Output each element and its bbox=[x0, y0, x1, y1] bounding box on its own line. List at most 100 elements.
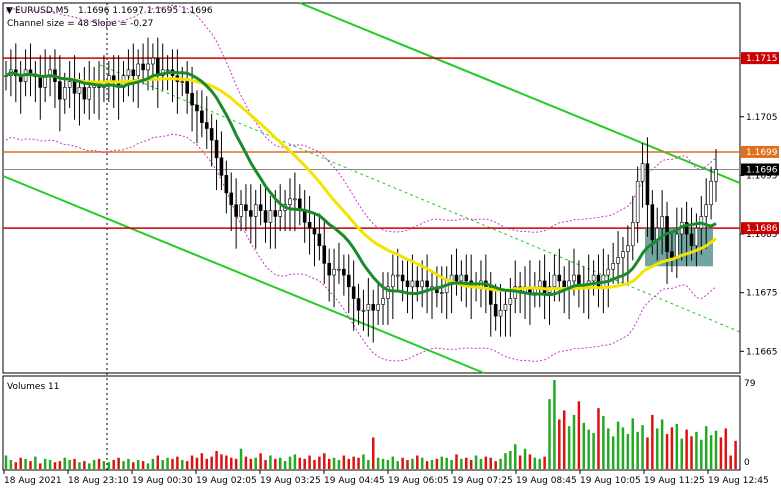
level-label: 1.1696 bbox=[746, 166, 778, 176]
candle-body bbox=[410, 280, 415, 288]
candle-body bbox=[611, 263, 615, 270]
candle-body bbox=[395, 274, 400, 277]
time-tick-label: 18 Aug 2021 bbox=[4, 476, 62, 486]
time-axis: 18 Aug 2021 18 Aug 23:10 19 Aug 00:30 19 Au… bbox=[3, 470, 769, 486]
candle-body bbox=[131, 69, 136, 77]
candle-body bbox=[361, 309, 366, 312]
candle-body bbox=[572, 274, 576, 282]
candle-body bbox=[155, 57, 160, 77]
volume-tick-label: 79 bbox=[744, 379, 756, 389]
candle-body bbox=[268, 210, 273, 223]
candle-body bbox=[684, 222, 689, 235]
candle-body bbox=[87, 87, 92, 100]
candle-body bbox=[454, 274, 459, 282]
candle-body bbox=[195, 104, 199, 112]
volume-bars bbox=[4, 380, 737, 469]
volumes-label: Volumes 11 bbox=[7, 382, 59, 392]
symbol-label: EURUSD,M5 bbox=[15, 6, 69, 16]
candle-body bbox=[214, 139, 219, 159]
price-tick-label: 1.1665 bbox=[746, 347, 778, 357]
envelope-upper-line bbox=[5, 4, 717, 233]
price-tick-label: 1.1685 bbox=[746, 230, 778, 240]
candle-body bbox=[670, 251, 674, 258]
candle-body bbox=[645, 163, 650, 206]
candle-body bbox=[493, 304, 498, 317]
candle-body bbox=[689, 233, 694, 247]
candle-body bbox=[229, 192, 234, 206]
time-tick-label: 19 Aug 07:25 bbox=[452, 476, 513, 486]
time-tick-label: 19 Aug 02:05 bbox=[196, 476, 257, 486]
candle-body bbox=[62, 87, 67, 100]
candle-body bbox=[675, 233, 679, 258]
candle-body bbox=[635, 180, 640, 223]
candle-body bbox=[660, 216, 664, 229]
candle-body bbox=[288, 198, 292, 206]
moving-average-fast bbox=[5, 70, 717, 297]
candle-body bbox=[337, 268, 341, 271]
candle-body bbox=[640, 163, 645, 182]
level-label: 1.1686 bbox=[746, 224, 778, 234]
level-label-box bbox=[741, 52, 779, 65]
candle-body bbox=[234, 204, 238, 217]
volume-tick-label: 0 bbox=[744, 458, 750, 468]
time-tick-label: 19 Aug 08:45 bbox=[516, 476, 577, 486]
level-label-box bbox=[741, 163, 779, 176]
candle-body bbox=[302, 210, 307, 223]
price-tick-label: 1.1695 bbox=[746, 171, 778, 181]
candle-body bbox=[200, 110, 204, 123]
time-tick-label: 19 Aug 00:30 bbox=[132, 476, 193, 486]
level-label: 1.1715 bbox=[746, 54, 778, 64]
time-tick-label: 19 Aug 03:25 bbox=[260, 476, 321, 486]
candle-body bbox=[82, 87, 87, 100]
candle-body bbox=[562, 280, 567, 288]
candle-body bbox=[219, 157, 224, 176]
candle-body bbox=[420, 280, 425, 288]
candle-body bbox=[278, 210, 283, 217]
candle-body bbox=[650, 204, 655, 241]
level-label-box bbox=[741, 145, 779, 158]
candle-body bbox=[552, 274, 557, 288]
candle-body bbox=[508, 298, 513, 305]
time-tick-label: 19 Aug 10:05 bbox=[580, 476, 641, 486]
candle-body bbox=[253, 204, 258, 217]
candle-body bbox=[439, 292, 444, 294]
candle-body bbox=[165, 69, 170, 72]
candle-body bbox=[591, 274, 596, 282]
candle-body bbox=[190, 93, 194, 106]
candle-body bbox=[67, 81, 72, 88]
candle-body bbox=[626, 245, 630, 252]
candle-body bbox=[249, 210, 253, 217]
level-label: 1.1699 bbox=[746, 148, 778, 158]
candle-body bbox=[293, 198, 297, 201]
candle-body bbox=[391, 274, 395, 288]
candle-body bbox=[386, 286, 390, 299]
candle-body bbox=[72, 81, 77, 94]
ohlc-label: 1.1696 1.1697 1.1695 1.1696 bbox=[78, 6, 213, 16]
candle-body bbox=[58, 81, 62, 100]
channel-indicator-label: Channel size = 48 Slope = -0.27 bbox=[7, 19, 153, 29]
candle-body bbox=[317, 233, 322, 247]
candle-body bbox=[180, 81, 185, 83]
channel-upper-line bbox=[299, 2, 741, 184]
candle-body bbox=[141, 63, 145, 71]
time-tick-label: 18 Aug 23:10 bbox=[68, 476, 129, 486]
candle-body bbox=[77, 87, 82, 94]
candle-body bbox=[503, 304, 508, 311]
candle-body bbox=[498, 309, 503, 317]
candle-body bbox=[146, 63, 150, 71]
candle-body bbox=[126, 69, 131, 77]
candle-body bbox=[557, 274, 562, 282]
candle-body bbox=[263, 210, 268, 223]
time-tick-label: 19 Aug 12:45 bbox=[708, 476, 769, 486]
candle-body bbox=[342, 268, 346, 276]
time-tick-label: 19 Aug 11:25 bbox=[644, 476, 705, 486]
price-plot-area bbox=[2, 2, 741, 374]
candle-body bbox=[239, 204, 243, 217]
candle-body bbox=[616, 257, 620, 264]
candle-body bbox=[381, 298, 385, 305]
candle-body bbox=[376, 304, 380, 311]
candle-body bbox=[244, 204, 248, 211]
candle-body bbox=[151, 57, 155, 65]
candle-body bbox=[258, 204, 263, 211]
